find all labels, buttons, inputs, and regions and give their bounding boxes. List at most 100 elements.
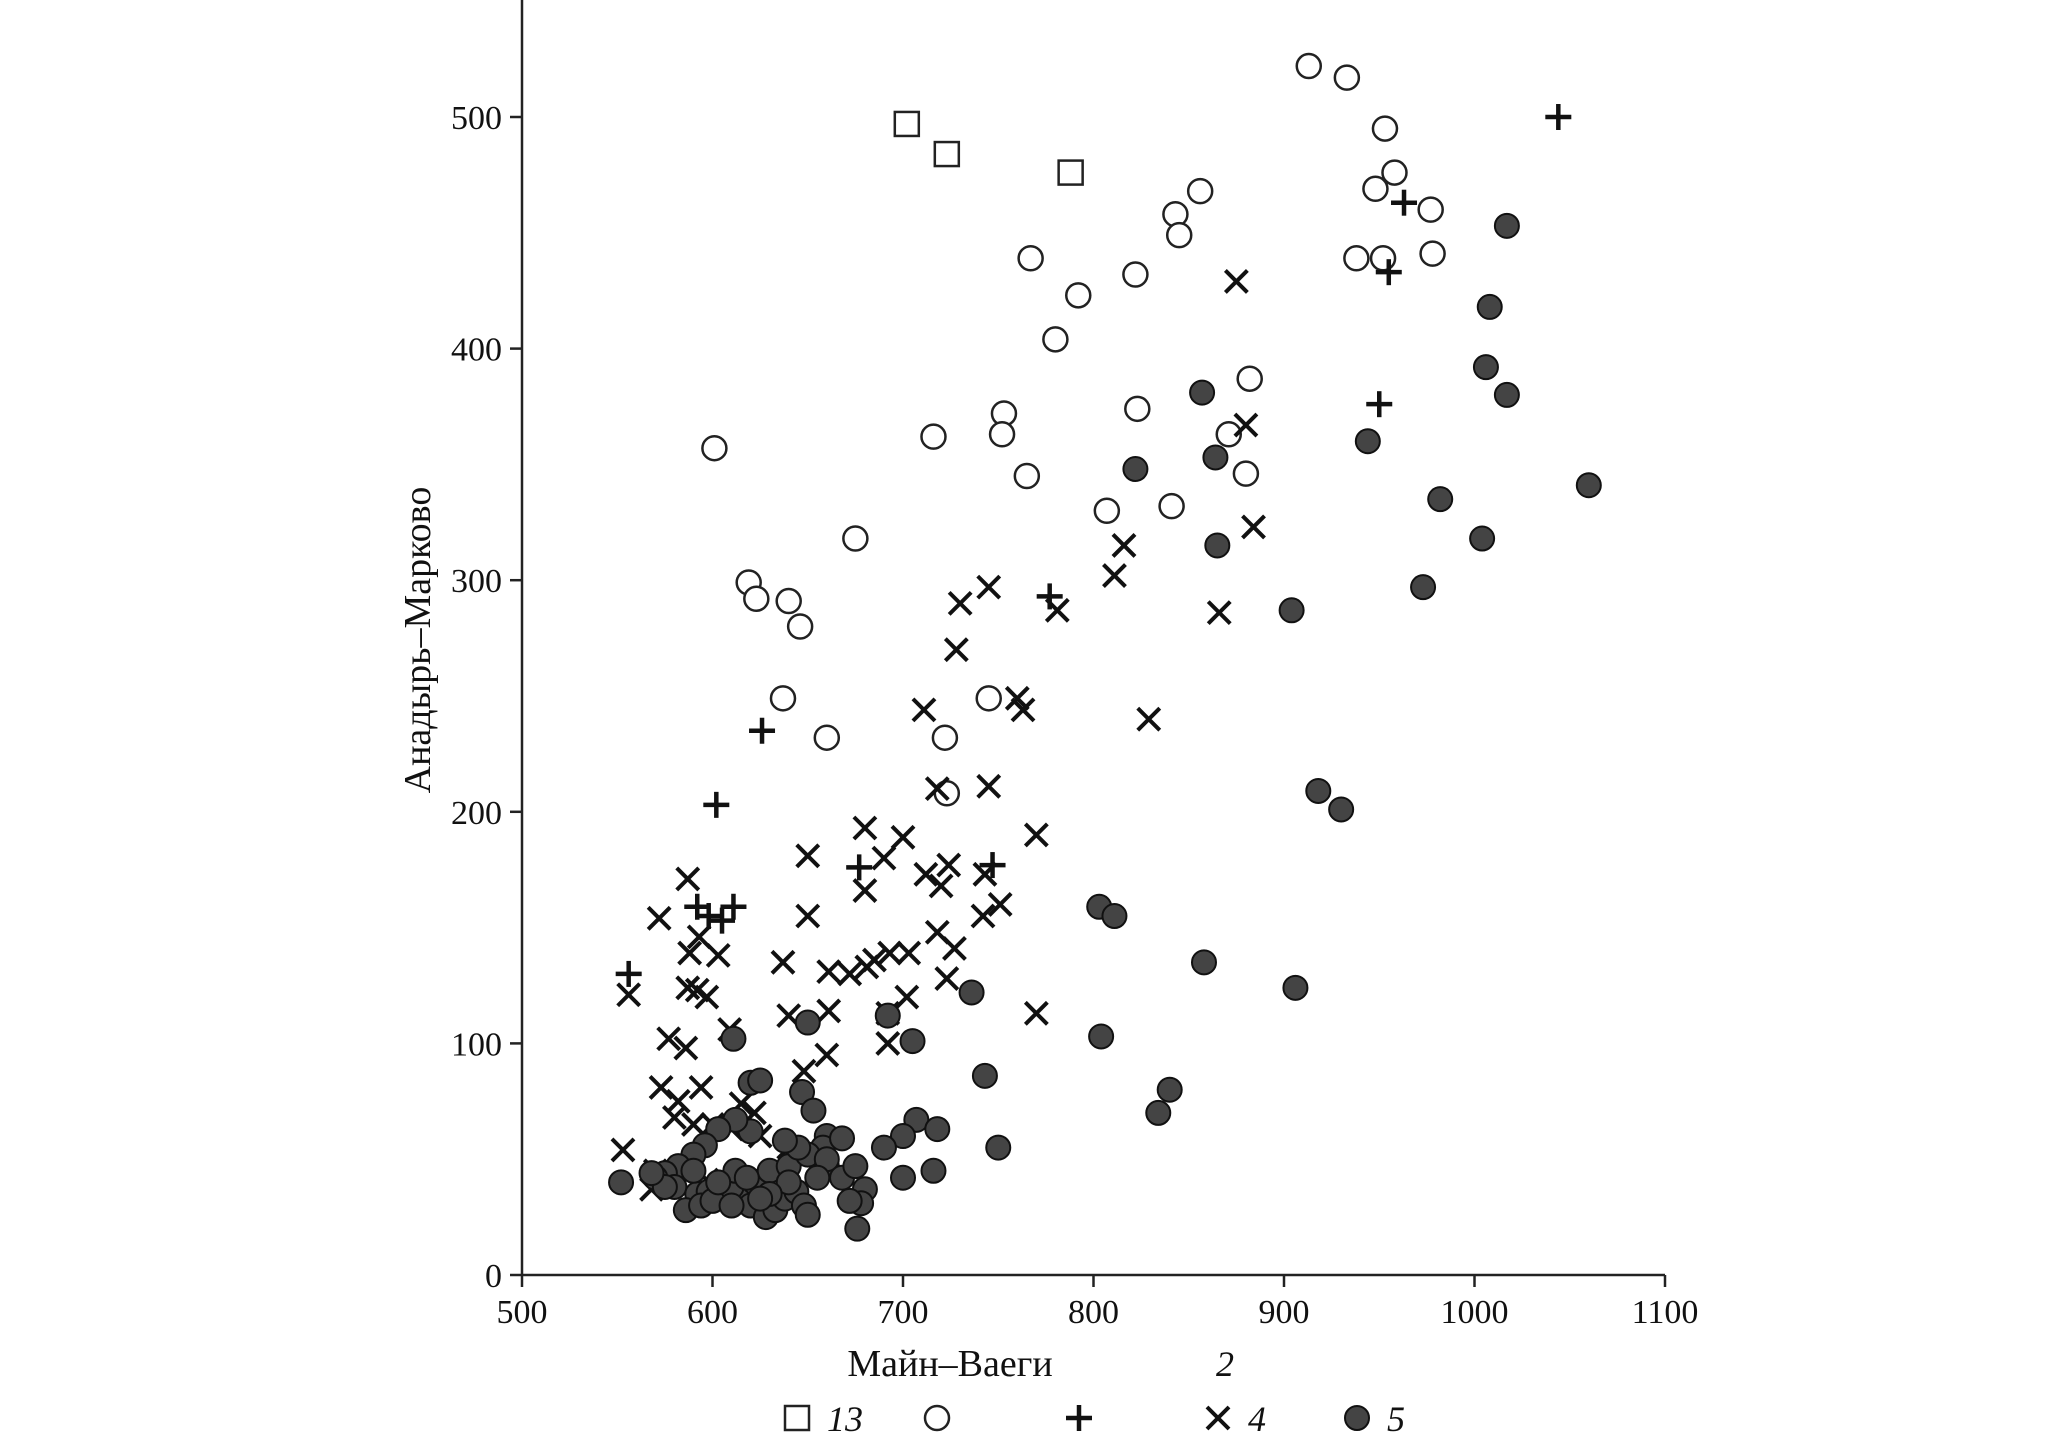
data-point-x xyxy=(675,866,701,892)
data-point-x xyxy=(677,940,703,966)
data-point-circle-filled xyxy=(804,1164,831,1191)
data-point-x xyxy=(970,903,996,929)
data-point-circle-open xyxy=(1333,64,1361,91)
legend-item-circle-open xyxy=(923,1404,951,1432)
y-tick-label: 500 xyxy=(451,100,502,137)
legend-marker-circle-open xyxy=(923,1404,951,1432)
data-point-x xyxy=(890,824,916,850)
legend-label: 4 xyxy=(1248,1399,1266,1439)
data-point-x xyxy=(795,903,821,929)
data-point-plus xyxy=(1366,391,1393,418)
data-point-circle-open xyxy=(1295,52,1323,80)
data-point-x xyxy=(837,961,863,987)
data-point-x xyxy=(924,776,950,802)
data-point-circle-filled xyxy=(747,1185,774,1212)
data-point-circle-filled xyxy=(733,1164,760,1191)
data-points xyxy=(608,52,1602,1242)
y-tick-label: 400 xyxy=(451,332,502,369)
data-point-x xyxy=(976,574,1002,600)
data-point-square-open xyxy=(1057,159,1084,186)
data-point-x xyxy=(871,845,897,871)
data-point-circle-open xyxy=(1158,492,1185,520)
data-point-plus xyxy=(703,791,730,818)
y-axis-title: Анадырь–Марково xyxy=(397,487,439,794)
data-point-x xyxy=(686,924,712,950)
data-point-circle-filled xyxy=(1493,212,1520,239)
data-point-circle-open xyxy=(1065,282,1092,309)
data-point-circle-open xyxy=(988,421,1016,448)
data-point-circle-filled xyxy=(874,1002,901,1029)
data-point-x xyxy=(896,940,922,966)
data-point-x xyxy=(688,1074,714,1100)
data-point-x xyxy=(665,1088,691,1114)
data-point-circle-open xyxy=(1362,175,1389,203)
y-tick-label: 100 xyxy=(451,1026,502,1063)
data-point-x xyxy=(934,966,960,991)
data-point-circle-filled xyxy=(971,1062,998,1089)
data-point-circle-open xyxy=(1013,462,1041,490)
data-point-circle-filled xyxy=(705,1169,732,1196)
data-point-plus xyxy=(709,907,736,934)
data-point-square-open xyxy=(933,140,961,168)
legend-marker-circle-filled xyxy=(1344,1405,1370,1431)
data-point-plus xyxy=(1375,259,1402,286)
data-point-x xyxy=(911,697,937,723)
data-point-circle-open xyxy=(931,724,959,751)
data-point-x xyxy=(705,942,731,968)
data-point-circle-filled xyxy=(1575,472,1602,499)
data-point-circle-open xyxy=(1419,240,1446,267)
axis-ticks: 500 600 700 800 900 1000 1100 0 100 200 300 400 500 xyxy=(451,100,1698,1331)
data-point-x xyxy=(1241,514,1266,540)
data-point-circle-filled xyxy=(1122,456,1149,483)
data-point-circle-filled xyxy=(870,1134,897,1161)
data-point-circle-filled xyxy=(890,1164,916,1191)
data-point-x xyxy=(852,878,878,903)
data-point-x xyxy=(947,590,973,616)
data-point-plus xyxy=(749,717,776,744)
data-point-x xyxy=(816,959,842,985)
legend-label: 5 xyxy=(1387,1399,1405,1439)
data-point-circle-open xyxy=(813,724,841,751)
data-point-circle-filled xyxy=(789,1079,816,1106)
data-point-circle-filled xyxy=(1189,379,1216,406)
data-point-circle-filled xyxy=(718,1192,745,1219)
data-point-x xyxy=(610,1137,636,1163)
data-point-circle-filled xyxy=(1476,293,1503,320)
data-point-circle-filled xyxy=(1328,796,1355,823)
data-point-circle-filled xyxy=(1278,597,1305,624)
data-point-x xyxy=(616,982,642,1008)
data-point-circle-filled xyxy=(1410,574,1437,601)
data-point-circle-open xyxy=(769,685,797,712)
legend-marker-plus xyxy=(1066,1405,1092,1431)
data-point-circle-filled xyxy=(800,1097,827,1124)
data-point-x xyxy=(661,1105,687,1130)
data-point-x xyxy=(648,1074,674,1100)
data-point-circle-filled xyxy=(844,1215,871,1242)
data-point-x xyxy=(877,940,903,966)
data-point-x xyxy=(928,873,954,899)
x-tick-label: 1000 xyxy=(1441,1294,1509,1331)
data-point-circle-filled xyxy=(771,1127,798,1154)
data-point-x xyxy=(1023,822,1049,848)
data-point-circle-open xyxy=(1343,245,1370,272)
x-tick-label: 700 xyxy=(878,1294,929,1331)
data-point-circle-filled xyxy=(1469,525,1496,552)
legend-marker-square-open xyxy=(783,1404,811,1432)
data-point-circle-open xyxy=(975,685,1002,712)
data-point-x xyxy=(646,905,672,931)
data-point-x xyxy=(795,843,821,869)
data-point-x xyxy=(656,1026,682,1052)
data-point-circle-open xyxy=(1042,326,1069,353)
legend-marker-x xyxy=(1205,1405,1231,1431)
data-point-x xyxy=(1023,1000,1049,1026)
data-point-circle-filled xyxy=(1472,354,1499,381)
data-point-circle-open xyxy=(775,587,802,615)
data-point-circle-filled xyxy=(638,1160,665,1187)
data-point-circle-open xyxy=(1165,221,1193,249)
data-point-circle-open xyxy=(1215,421,1243,448)
data-point-x xyxy=(894,984,920,1010)
data-point-circle-open xyxy=(1017,245,1044,272)
data-point-x xyxy=(791,1058,817,1084)
data-point-x xyxy=(875,1030,901,1056)
data-point-x xyxy=(1102,563,1127,588)
